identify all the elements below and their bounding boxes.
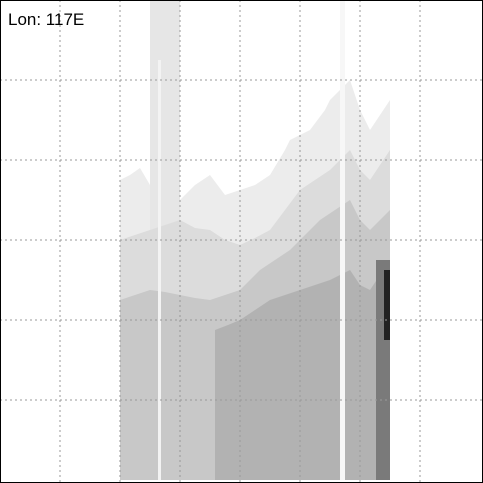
gap [340,0,345,480]
gap [158,60,161,480]
panel-label: Lon: 117E [8,10,84,29]
shade-core [384,270,390,340]
shade-dark [215,260,390,480]
